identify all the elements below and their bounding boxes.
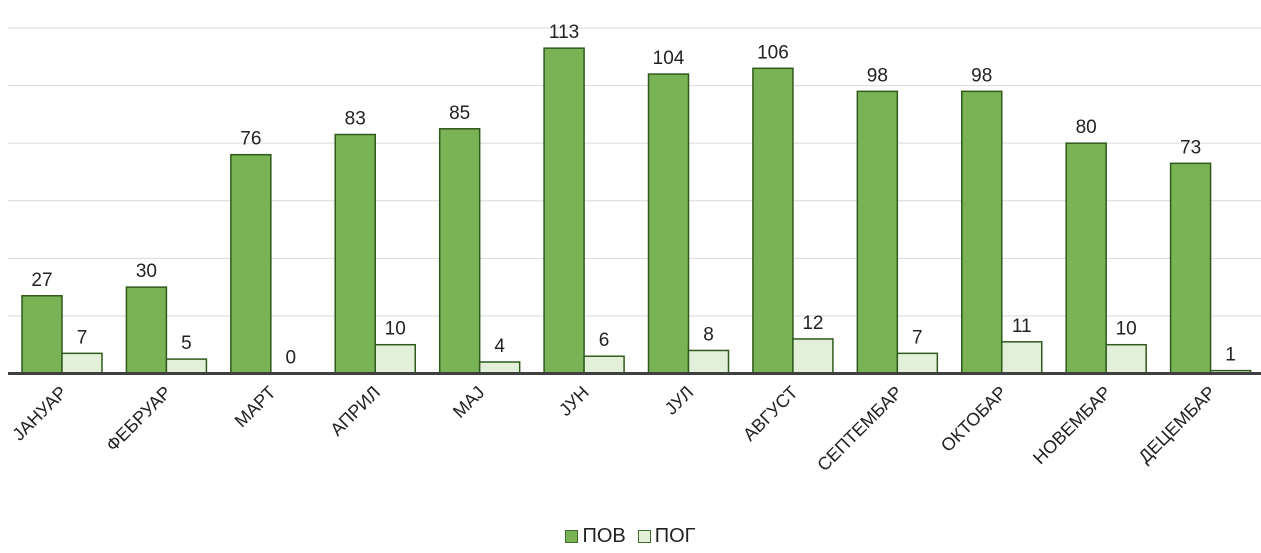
bar-pov bbox=[1065, 142, 1107, 375]
legend-item-pov: ПОВ bbox=[565, 524, 626, 548]
data-label: 11 bbox=[1012, 316, 1032, 337]
data-label: 30 bbox=[136, 261, 157, 282]
data-label: 76 bbox=[240, 129, 261, 150]
data-label: 80 bbox=[1076, 117, 1097, 138]
category-label: ЈАНУАР bbox=[8, 382, 70, 444]
bar-pov bbox=[647, 73, 690, 375]
data-label: 83 bbox=[345, 109, 366, 130]
bar-pog bbox=[478, 361, 521, 375]
bar-pov bbox=[125, 286, 168, 375]
data-label: 10 bbox=[385, 319, 406, 340]
data-label: 98 bbox=[971, 65, 992, 86]
legend: ПОВ ПОГ bbox=[0, 523, 1261, 549]
bar-pog bbox=[583, 355, 625, 375]
data-label: 73 bbox=[1180, 137, 1201, 158]
data-label: 7 bbox=[77, 327, 88, 348]
category-label: АПРИЛ bbox=[326, 382, 384, 440]
data-label: 6 bbox=[599, 330, 610, 351]
bar-pov bbox=[543, 47, 585, 375]
bar-pov bbox=[856, 90, 899, 375]
bar-pog bbox=[61, 352, 103, 375]
legend-label-pog: ПОГ bbox=[654, 524, 696, 547]
bar-pov bbox=[21, 295, 63, 375]
bar-pov bbox=[1169, 162, 1212, 375]
legend-item-pog: ПОГ bbox=[637, 524, 696, 548]
data-label: 27 bbox=[31, 270, 52, 291]
data-label: 85 bbox=[449, 103, 470, 124]
category-label: НОВЕМБАР bbox=[1029, 382, 1115, 468]
data-label: 104 bbox=[653, 48, 685, 69]
bar-pog bbox=[896, 352, 939, 375]
data-label: 7 bbox=[912, 327, 923, 348]
category-label: ОКТОБАР bbox=[937, 382, 1011, 456]
data-label: 0 bbox=[286, 348, 297, 369]
data-label: 113 bbox=[549, 22, 579, 43]
category-label: АВГУСТ bbox=[739, 382, 802, 445]
category-label: ЈУН bbox=[555, 382, 593, 420]
bar-pog bbox=[1105, 343, 1147, 375]
bar-pov bbox=[334, 133, 376, 375]
bar-pog bbox=[687, 349, 730, 375]
category-label: МАЈ bbox=[449, 382, 489, 422]
data-label: 1 bbox=[1225, 345, 1236, 366]
legend-label-pov: ПОВ bbox=[582, 524, 626, 547]
data-label: 5 bbox=[181, 333, 192, 354]
data-label: 106 bbox=[757, 42, 789, 63]
bar-pov bbox=[752, 67, 794, 375]
data-label: 98 bbox=[867, 65, 888, 86]
data-label: 4 bbox=[494, 336, 505, 357]
data-label: 12 bbox=[802, 313, 823, 334]
category-label: ЈУЛ bbox=[661, 382, 698, 419]
legend-swatch-pog bbox=[637, 529, 651, 543]
category-label: СЕПТЕМБАР bbox=[813, 382, 906, 475]
bar-pov bbox=[438, 128, 481, 375]
bar-pog bbox=[792, 338, 834, 375]
bar-pog bbox=[374, 343, 416, 375]
bar-pog bbox=[1001, 341, 1043, 375]
category-label: ДЕЦЕМБАР bbox=[1135, 382, 1220, 467]
bar-pov bbox=[961, 90, 1003, 375]
data-label: 10 bbox=[1116, 319, 1137, 340]
legend-swatch-pov bbox=[565, 529, 579, 543]
category-label: ФЕБРУАР bbox=[102, 382, 175, 455]
category-label: МАРТ bbox=[231, 382, 280, 431]
data-label: 8 bbox=[703, 324, 714, 345]
bar-pog bbox=[165, 358, 208, 375]
bar-pov bbox=[230, 153, 272, 375]
